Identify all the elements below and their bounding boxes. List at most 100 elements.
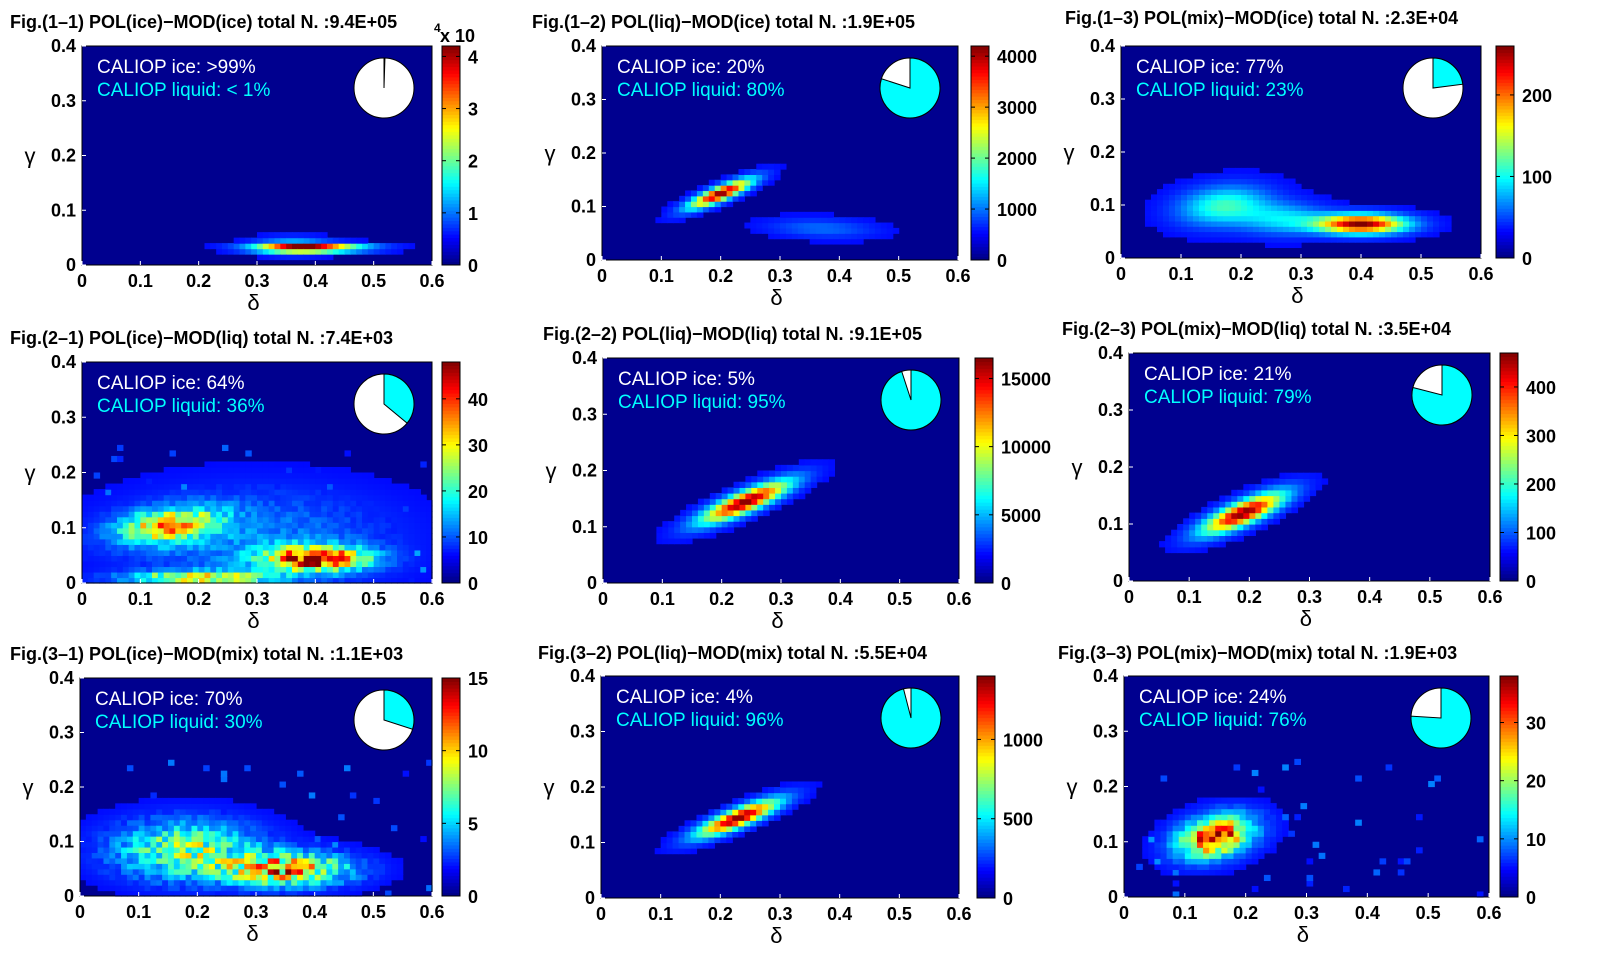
heatmap-cell xyxy=(1172,852,1180,859)
heatmap-cell xyxy=(179,857,187,864)
heatmap-cell xyxy=(267,874,275,881)
heatmap-cell xyxy=(332,549,340,556)
heatmap-cell xyxy=(251,461,258,468)
heatmap-cell xyxy=(103,852,110,859)
heatmap-cell xyxy=(197,852,204,859)
heatmap-cell xyxy=(291,885,298,892)
heatmap-cell xyxy=(315,516,322,523)
heatmap-cell xyxy=(785,233,793,240)
heatmap-cell xyxy=(373,857,380,864)
heatmap-cell xyxy=(250,890,257,897)
colorbar-segment xyxy=(971,209,989,214)
heatmap-cell xyxy=(261,846,269,853)
heatmap-cell xyxy=(1343,205,1350,211)
colorbar-segment xyxy=(1500,710,1518,715)
heatmap-cell xyxy=(1163,231,1170,238)
heatmap-cell xyxy=(117,538,124,545)
heatmap-cell xyxy=(150,819,157,826)
heatmap-cell xyxy=(379,489,386,496)
heatmap-cell xyxy=(810,470,818,477)
heatmap-cell xyxy=(279,781,286,788)
heatmap-cell xyxy=(1203,836,1210,843)
heatmap-cell xyxy=(274,571,281,579)
heatmap-cell xyxy=(214,868,222,875)
heatmap-cell xyxy=(373,483,381,490)
heatmap-cell xyxy=(244,879,251,886)
heatmap-cell xyxy=(775,493,782,500)
heatmap-cell xyxy=(391,243,398,250)
heatmap-cell xyxy=(1193,215,1200,222)
heatmap-cell xyxy=(192,505,200,512)
y-tick-label: 0.1 xyxy=(1098,514,1123,534)
heatmap-cell xyxy=(274,538,281,545)
heatmap-cell xyxy=(1231,518,1238,525)
heatmap-cell xyxy=(344,516,351,523)
heatmap-cell xyxy=(152,472,159,479)
colorbar-segment xyxy=(442,455,460,460)
heatmap-cell xyxy=(238,808,245,815)
colorbar-segment xyxy=(1500,855,1518,860)
heatmap-cell xyxy=(1263,808,1271,815)
x-tick-label: 0.1 xyxy=(128,271,153,291)
heatmap-cell xyxy=(373,571,381,579)
colorbar-segment xyxy=(442,565,460,570)
colorbar-segment xyxy=(977,728,995,732)
heatmap-cell xyxy=(390,857,398,864)
colorbar-segment xyxy=(1496,138,1514,143)
heatmap-cell xyxy=(156,890,163,897)
colorbar-segment xyxy=(442,773,460,778)
heatmap-cell xyxy=(385,516,392,523)
colorbar-segment xyxy=(1500,381,1518,386)
heatmap-cell xyxy=(1172,808,1180,815)
heatmap-cell xyxy=(762,163,769,170)
heatmap-cell xyxy=(344,500,351,507)
heatmap-cell xyxy=(1201,541,1208,548)
heatmap-cell xyxy=(1265,220,1272,227)
heatmap-cell xyxy=(408,544,416,551)
heatmap-cell xyxy=(261,819,269,826)
heatmap-cell xyxy=(1195,546,1202,554)
heatmap-cells xyxy=(656,459,835,545)
heatmap-cell xyxy=(150,792,157,799)
heatmap-cell xyxy=(373,248,381,255)
heatmap-cell xyxy=(791,222,799,229)
heatmap-cell xyxy=(756,217,763,224)
heatmap-cell xyxy=(338,243,346,250)
panel-title: Fig.(2–2) POL(liq)−MOD(liq) total N. :9.… xyxy=(543,324,922,344)
heatmap-cell xyxy=(1247,199,1254,206)
heatmap-cell xyxy=(721,504,729,511)
heatmap-cell xyxy=(821,211,829,218)
heatmap-cell xyxy=(666,842,674,849)
heatmap-cell xyxy=(175,555,182,562)
heatmap-cell xyxy=(1373,236,1380,243)
heatmap-cell xyxy=(408,511,416,518)
heatmap-cell xyxy=(1391,215,1398,222)
colorbar-segment xyxy=(442,165,460,170)
heatmap-cell xyxy=(780,781,787,788)
heatmap-cell xyxy=(267,863,275,870)
pie-slice-liquid xyxy=(1410,687,1472,749)
heatmap-cell xyxy=(666,831,674,838)
colorbar-segment xyxy=(1500,738,1518,743)
y-tick-label: 0 xyxy=(66,573,76,593)
colorbar-segment xyxy=(975,481,993,486)
heatmap-cell xyxy=(303,505,311,512)
heatmap-cell xyxy=(292,571,299,579)
heatmap-cell xyxy=(257,466,264,474)
heatmap-cell xyxy=(262,254,270,261)
heatmap-cell xyxy=(1309,489,1317,497)
heatmap-cell xyxy=(362,516,369,523)
heatmap-cell xyxy=(274,254,281,261)
heatmap-cell xyxy=(798,464,806,472)
heatmap-cell xyxy=(157,577,165,584)
heatmap-cell xyxy=(111,455,118,463)
heatmap-cell xyxy=(233,571,241,579)
colorbar-segment xyxy=(442,379,460,384)
heatmap-cell xyxy=(1385,226,1392,233)
heatmap-cell xyxy=(87,505,95,512)
heatmap-cell xyxy=(152,483,159,490)
heatmap-cell xyxy=(1415,215,1422,222)
heatmap-cell xyxy=(1271,215,1278,222)
heatmap-cell xyxy=(198,505,206,512)
heatmap-cell xyxy=(851,227,858,234)
